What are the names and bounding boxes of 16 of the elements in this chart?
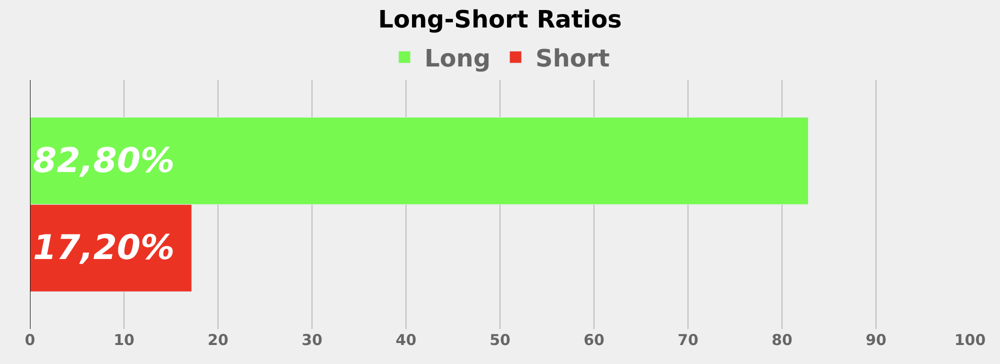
x-tick-label: 90 (866, 331, 886, 349)
x-tick-label: 10 (114, 331, 134, 349)
legend-label: Long (424, 44, 491, 72)
chart-title: Long-Short Ratios (378, 6, 622, 34)
data-label: 17,20% (33, 228, 175, 268)
x-tick-label: 100 (954, 331, 986, 349)
x-tick-label: 60 (584, 331, 604, 349)
x-tick-label: 30 (302, 331, 322, 349)
x-tick-label: 40 (396, 331, 416, 349)
x-tick-label: 20 (208, 331, 228, 349)
legend-label: Short (536, 44, 610, 72)
x-tick-label: 80 (772, 331, 792, 349)
x-tick-label: 50 (490, 331, 510, 349)
x-tick-label: 70 (678, 331, 698, 349)
x-tick-label: 0 (24, 331, 36, 349)
data-label: 82,80% (33, 140, 175, 181)
